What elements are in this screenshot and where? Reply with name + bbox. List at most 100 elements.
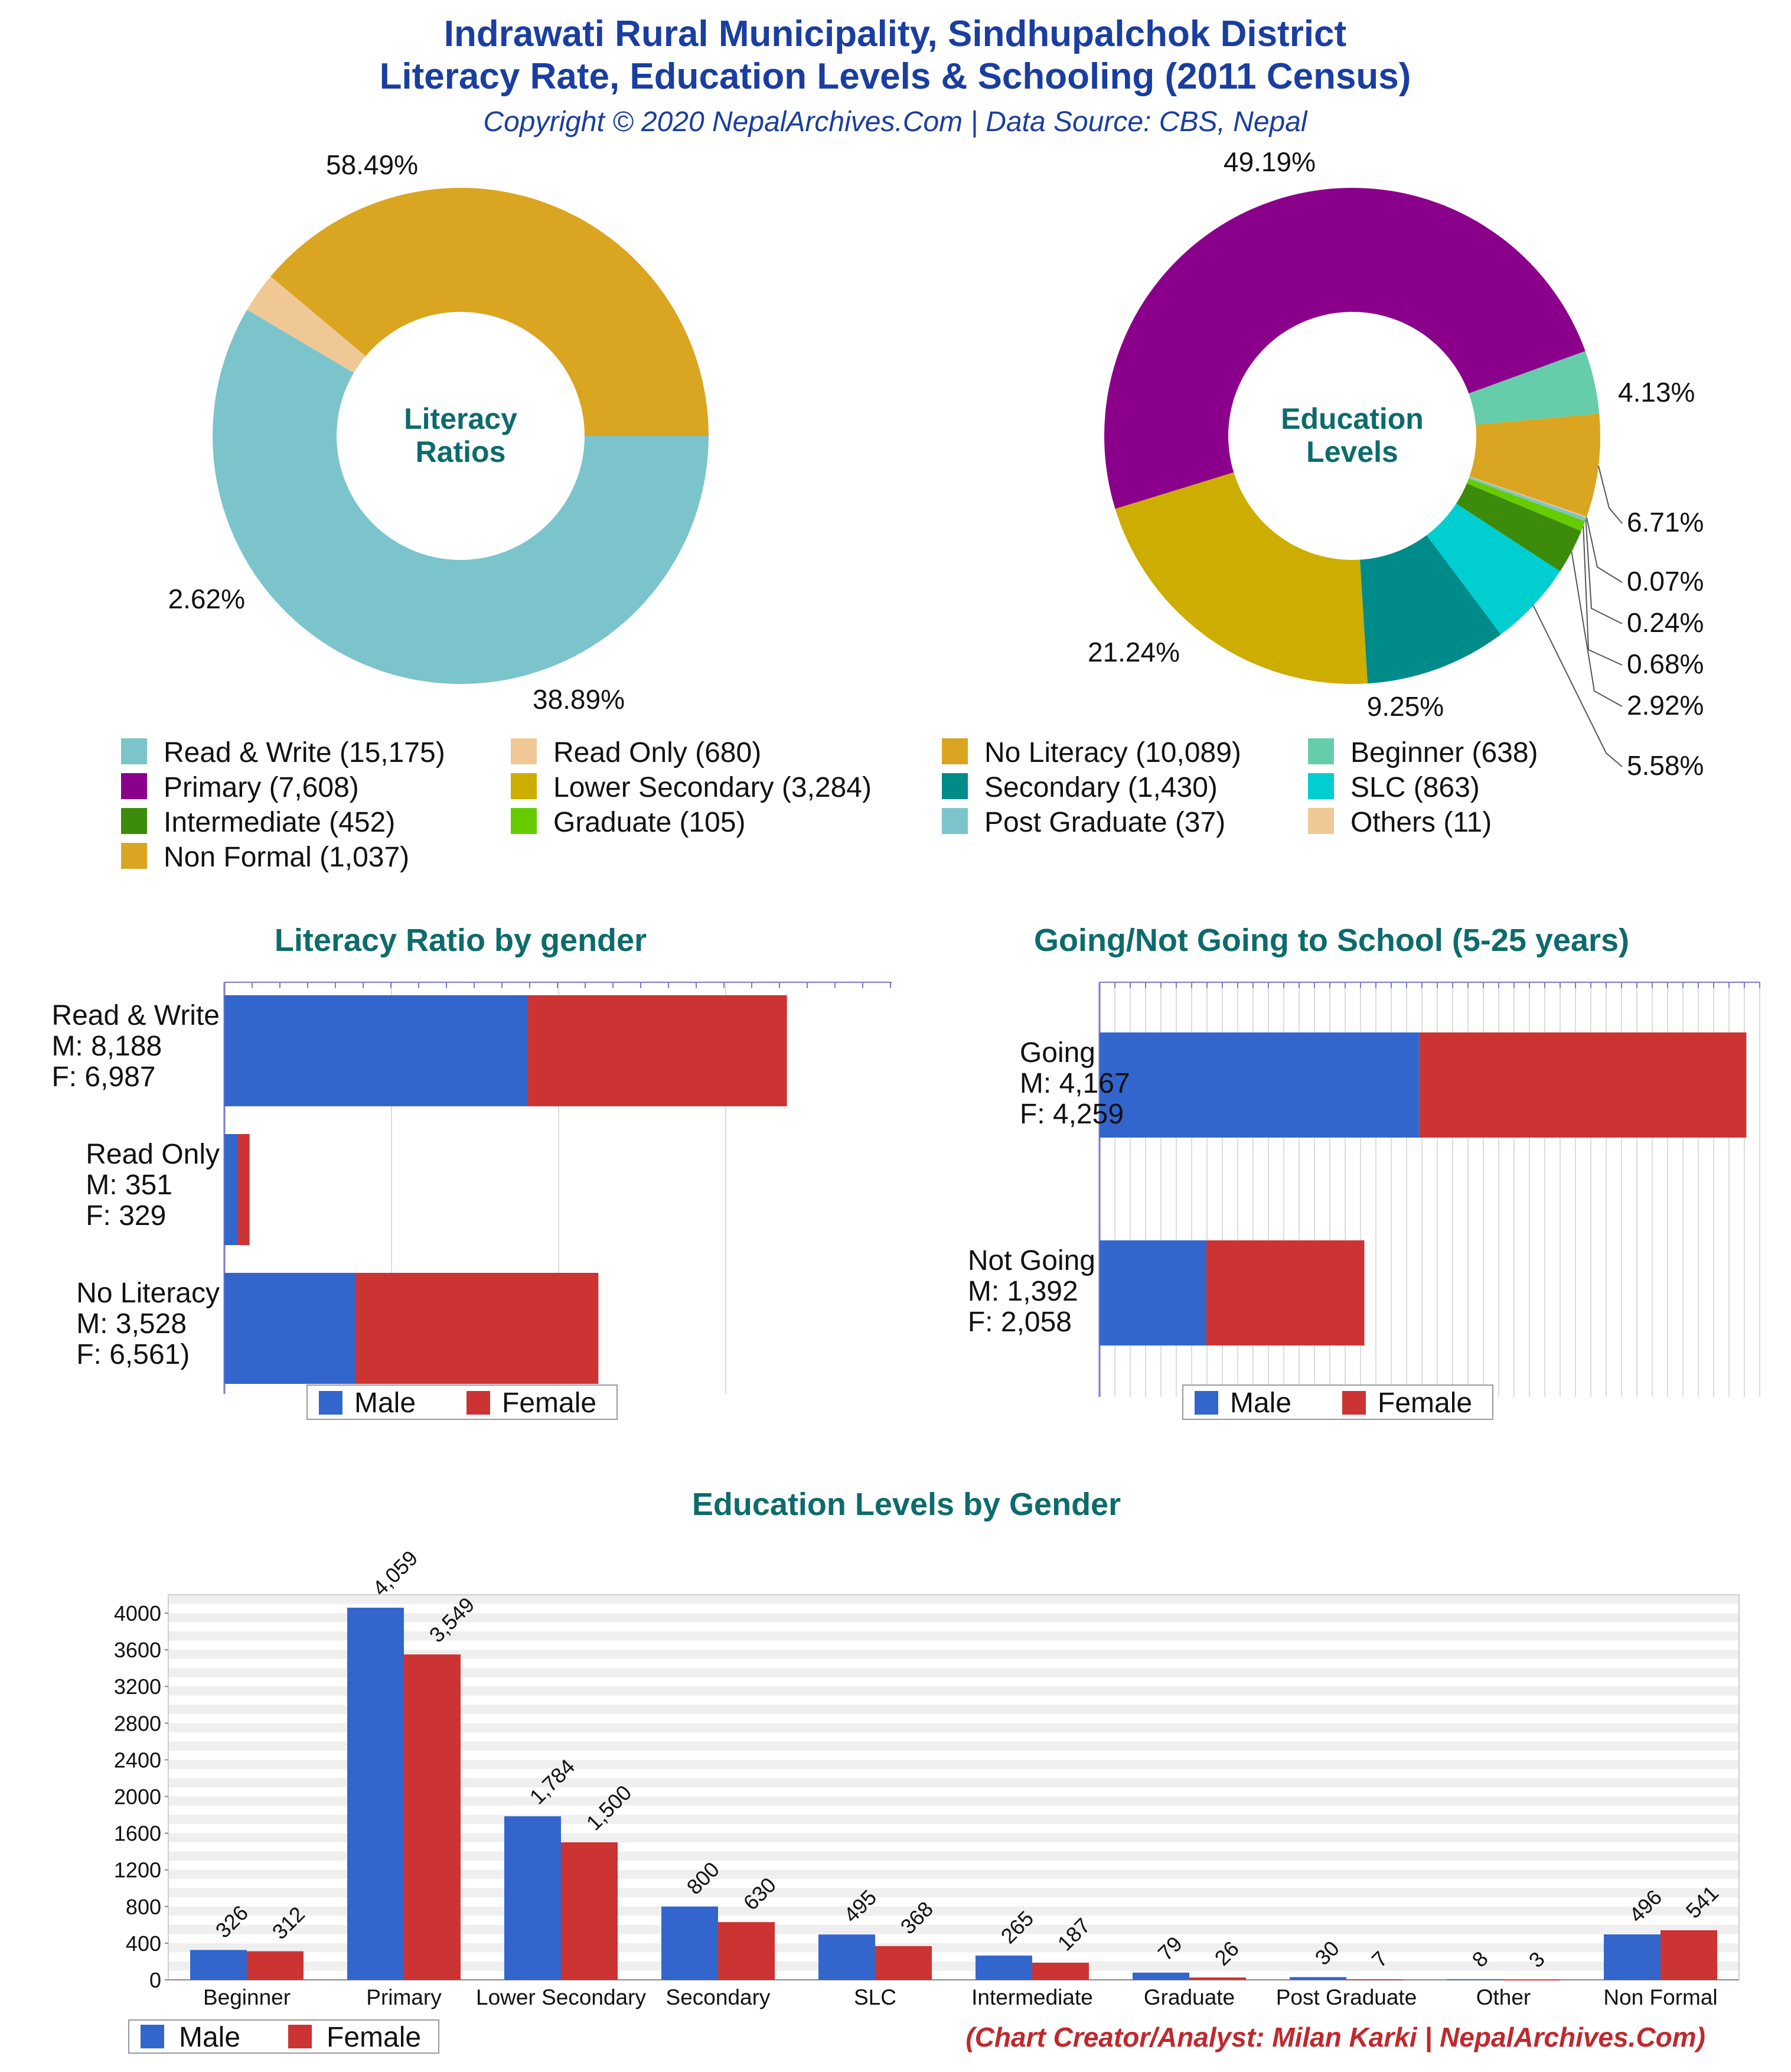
legend-item-label: Lower Secondary (3,284) (553, 772, 872, 803)
grid-band (168, 1686, 1739, 1696)
value-label: M: 1,392 (968, 1276, 1078, 1307)
y-tick-label: 2400 (114, 1748, 161, 1772)
leader-line (1583, 526, 1623, 666)
y-tick-label: 3600 (114, 1638, 161, 1662)
legend-swatch (121, 843, 147, 869)
slice-percent-label: 2.92% (1627, 690, 1704, 721)
grid-band (168, 1705, 1739, 1714)
legend-item-label: Intermediate (452) (164, 807, 395, 838)
legend-item-label: Primary (7,608) (164, 772, 359, 803)
category-label: Read Only (86, 1139, 220, 1170)
slice-percent-label: 0.07% (1627, 566, 1704, 597)
x-tick-label: Intermediate (971, 1985, 1093, 2009)
category-label: No Literacy (76, 1278, 220, 1309)
donut-slice-no-literacy (270, 188, 709, 436)
slice-percent-label: 9.25% (1367, 691, 1444, 722)
male-bar (1133, 1972, 1189, 1980)
y-tick-label: 800 (126, 1895, 161, 1919)
legend-swatch (1308, 773, 1334, 799)
female-bar (875, 1946, 932, 1980)
category-label: Read & Write (51, 1000, 220, 1031)
female-bar (355, 1273, 599, 1384)
male-bar (818, 1934, 875, 1980)
legend-box (306, 1384, 618, 1420)
slice-percent-label: 58.49% (326, 149, 418, 180)
donut-slice-intermediate (1456, 483, 1581, 572)
x-tick-label: SLC (854, 1985, 896, 2009)
legend-swatch (1308, 808, 1334, 834)
value-label: F: 4,259 (1020, 1099, 1124, 1130)
grid-band (168, 1650, 1739, 1659)
legend-label-female: Female (502, 1387, 596, 1419)
slice-percent-label: 0.68% (1627, 649, 1704, 679)
donut-slice-primary (1104, 187, 1586, 509)
legend-label-female: Female (1378, 1387, 1472, 1419)
chart-title: Going/Not Going to School (5-25 years) (1034, 923, 1629, 958)
legend-swatch (511, 808, 537, 834)
x-tick-label: Graduate (1144, 1985, 1235, 2009)
data-label: 4,059 (368, 1546, 423, 1601)
slice-percent-label: 2.62% (168, 584, 245, 614)
x-tick-label: Post Graduate (1276, 1985, 1417, 2009)
grid-band (168, 1760, 1739, 1769)
value-label: F: 329 (86, 1200, 166, 1232)
female-bar (1032, 1962, 1089, 1980)
donut-center-label: Ratios (416, 435, 506, 468)
legend-swatch-female (1342, 1391, 1366, 1415)
legend-swatch-female (288, 2025, 312, 2048)
slice-percent-label: 38.89% (533, 684, 625, 715)
school-going-chart: Going/Not Going to School (5-25 years) Go… (968, 923, 1760, 1420)
chart-title: Education Levels by Gender (692, 1487, 1121, 1522)
male-bar (1290, 1977, 1346, 1980)
value-label: F: 2,058 (968, 1307, 1072, 1338)
male-bar (1100, 1032, 1420, 1138)
education-levels-donut: 49.19% 4.13% 6.71% 0.07% 0.24% 0.68% 2.92% 5.58… (1088, 146, 1704, 781)
value-label: F: 6,987 (51, 1061, 155, 1093)
male-bar (504, 1816, 561, 1980)
legend-item-label: SLC (863) (1350, 772, 1480, 803)
x-tick-label: Other (1476, 1985, 1531, 2009)
y-tick-label: 1600 (114, 1822, 161, 1846)
legend-item-label: Read Only (680) (553, 737, 761, 768)
donut-slice-beginner (1469, 351, 1600, 425)
male-bar (190, 1950, 247, 1980)
donut-center-label: Education (1281, 402, 1424, 435)
grid-band (168, 1723, 1739, 1732)
donut-slice-others (1469, 476, 1587, 518)
male-bar (1100, 1240, 1206, 1346)
grid-band (168, 1796, 1739, 1806)
data-label: 1,500 (582, 1780, 637, 1835)
y-tick-label: 0 (149, 1968, 161, 1992)
legend-label-male: Male (179, 2022, 240, 2053)
data-label: 541 (1681, 1881, 1723, 1923)
grid-band (168, 1613, 1739, 1623)
female-bar (1660, 1930, 1717, 1980)
legend-swatch (942, 808, 968, 834)
slice-percent-label: 0.24% (1627, 607, 1704, 638)
legend-box (128, 2019, 439, 2054)
chart-title: Literacy Ratio by gender (275, 923, 647, 958)
female-bar (1189, 1977, 1246, 1980)
male-bar (1447, 1979, 1503, 1980)
legend-swatch (942, 738, 968, 764)
y-tick-label: 1200 (114, 1858, 161, 1882)
legend-swatch (511, 773, 537, 799)
male-bar (224, 995, 529, 1106)
grid-band (168, 1595, 1739, 1604)
y-tick-label: 3200 (114, 1674, 161, 1699)
slice-percent-label: 5.58% (1627, 750, 1704, 781)
category-label: Not Going (968, 1245, 1095, 1276)
legend-swatch-male (141, 2025, 164, 2048)
legend-item-label: No Literacy (10,089) (984, 737, 1241, 768)
legend-item-label: Read & Write (15,175) (164, 737, 445, 768)
y-tick-label: 2800 (114, 1711, 161, 1735)
female-bar (561, 1842, 618, 1980)
legend-item-label: Secondary (1,430) (984, 772, 1218, 803)
slice-percent-label: 21.24% (1088, 637, 1180, 667)
legend-item-label: Graduate (105) (553, 807, 746, 838)
female-bar (1206, 1240, 1365, 1346)
legend-swatch (1308, 738, 1334, 764)
donut-slice-read-only (247, 276, 366, 373)
y-tick-label: 4000 (114, 1601, 161, 1625)
